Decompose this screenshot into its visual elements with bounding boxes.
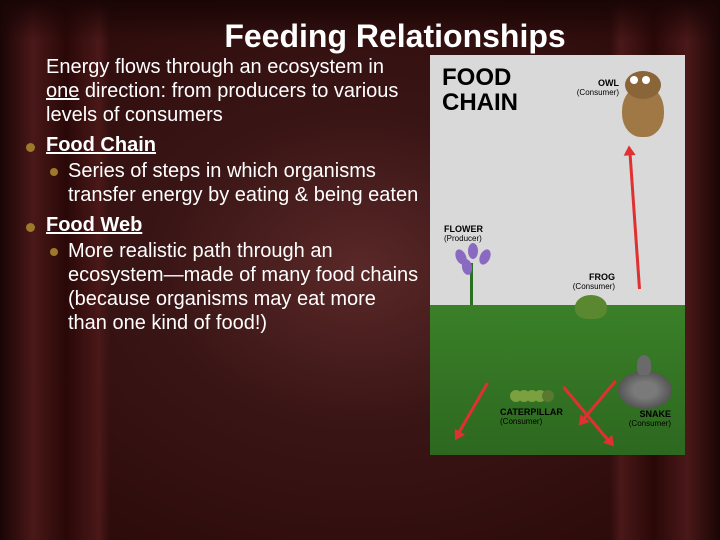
food-web-label: Food Web: [46, 214, 142, 236]
caterpillar-role: (Consumer): [500, 418, 563, 427]
caterpillar-label: CATERPILLAR (Consumer): [500, 408, 563, 427]
intro-one: one: [46, 80, 79, 102]
slide: Feeding Relationships Energy flows throu…: [0, 0, 720, 540]
diagram-title-line1: FOOD: [442, 64, 511, 91]
diagram-title: FOOD CHAIN: [442, 65, 518, 115]
content-row: Energy flows through an ecosystem in one…: [30, 49, 690, 455]
owl-icon: [613, 67, 673, 145]
flower-icon: [448, 245, 498, 305]
bullet-food-chain-sub: Series of steps in which organisms trans…: [30, 159, 420, 207]
owl-name: OWL: [598, 78, 619, 88]
owl-label: OWL (Consumer): [577, 79, 619, 98]
flower-role: (Producer): [444, 235, 483, 244]
flower-name: FLOWER: [444, 224, 483, 234]
frog-role: (Consumer): [573, 283, 615, 292]
frog-label: FROG (Consumer): [573, 273, 615, 292]
image-column: FOOD CHAIN OWL (Consumer) FLOWER (Produc…: [430, 49, 685, 455]
food-chain-label: Food Chain: [46, 134, 156, 156]
frog-icon: [575, 295, 607, 319]
caterpillar-name: CATERPILLAR: [500, 407, 563, 417]
owl-role: (Consumer): [577, 89, 619, 98]
bullet-food-chain: Food Chain: [30, 133, 420, 157]
bullet-food-web: Food Web: [30, 213, 420, 237]
snake-role: (Consumer): [629, 420, 671, 429]
diagram-title-line2: CHAIN: [442, 89, 518, 116]
flower-label: FLOWER (Producer): [444, 225, 483, 244]
arrow-snake-to-owl: [629, 153, 641, 289]
intro-post: direction: from producers to various lev…: [46, 80, 398, 126]
text-column: Energy flows through an ecosystem in one…: [30, 49, 420, 455]
bullet-intro: Energy flows through an ecosystem in one…: [30, 55, 420, 127]
snake-icon: [613, 361, 677, 411]
bullet-food-web-sub: More realistic path through an ecosystem…: [30, 239, 420, 335]
intro-pre: Energy flows through an ecosystem in: [46, 56, 384, 78]
snake-label: SNAKE (Consumer): [629, 410, 671, 429]
caterpillar-icon: [510, 389, 552, 403]
food-chain-diagram: FOOD CHAIN OWL (Consumer) FLOWER (Produc…: [430, 55, 685, 455]
frog-name: FROG: [589, 272, 615, 282]
snake-name: SNAKE: [639, 409, 671, 419]
